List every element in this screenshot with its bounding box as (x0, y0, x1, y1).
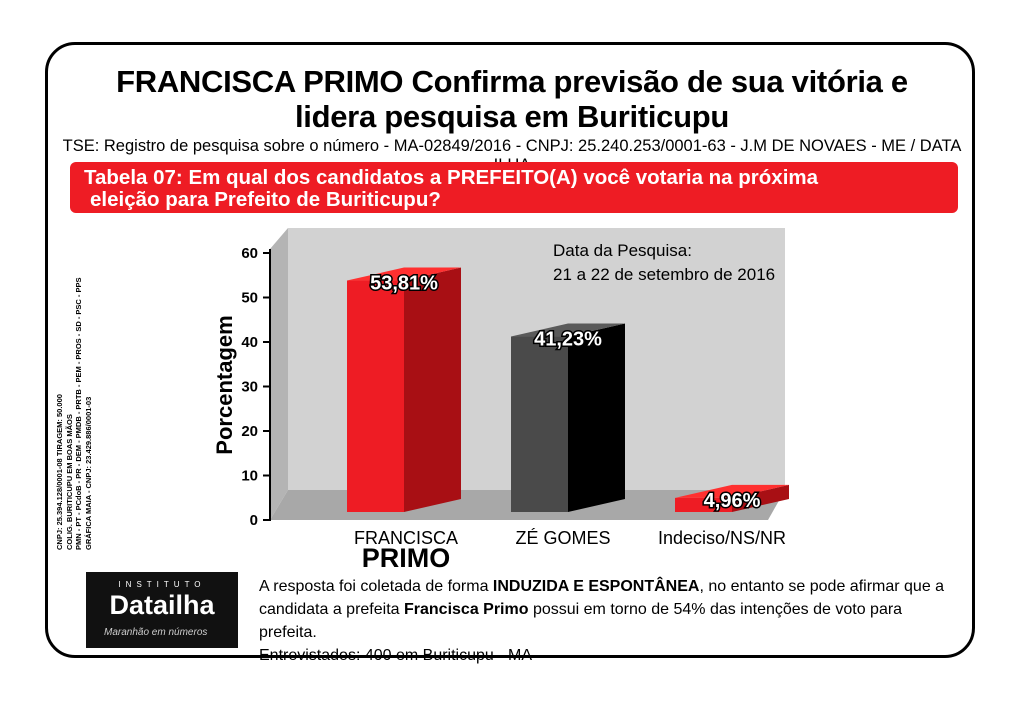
x-category-label: FRANCISCA (354, 528, 458, 548)
survey-date-value: 21 a 22 de setembro de 2016 (553, 265, 775, 284)
footer-line-1: A resposta foi coletada de forma INDUZID… (259, 578, 945, 595)
x-category-label: Indeciso/NS/NR (658, 528, 786, 548)
bar-data-label: 4,96% (704, 490, 761, 512)
headline-line-2: lidera pesquisa em Buriticupu (294, 99, 730, 134)
x-category-label: ZÉ GOMES (515, 528, 610, 548)
y-tick-label: 50 (241, 290, 258, 307)
question-line-2: eleição para Prefeito de Buriticupu? (90, 188, 441, 211)
bar-side-face (404, 267, 461, 512)
logo-tagline-text: Maranhão em números (104, 627, 208, 638)
question-banner: Tabela 07: Em qual dos candidatos a PREF… (70, 162, 958, 213)
y-tick-label: 40 (241, 334, 258, 351)
bar-top-face (675, 484, 789, 498)
y-tick-label: 20 (241, 423, 258, 440)
y-tick-label: 30 (241, 379, 258, 396)
bar-side-face (568, 323, 625, 512)
y-tick-label: 0 (250, 512, 258, 529)
footer-line-3: Entrevistados: 400 em Buriticupu - MA (259, 647, 533, 664)
x-category-label: PRIMO (362, 543, 451, 573)
bar-3: 4,96% (675, 484, 789, 513)
footer-note: A resposta foi coletada de forma INDUZID… (259, 575, 959, 667)
logo-name-text: Datailha (109, 590, 215, 620)
question-line-1: Tabela 07: Em qual dos candidatos a PREF… (84, 166, 819, 189)
bar-data-label: 41,23% (534, 329, 602, 351)
bar-1: 53,81% (347, 267, 461, 512)
headline-line-1: FRANCISCA PRIMO Confirma previsão de sua… (116, 64, 908, 99)
bar-data-label: 53,81% (370, 273, 438, 295)
chart-side-wall (270, 228, 288, 520)
bar-2: 41,23% (511, 323, 625, 512)
y-tick-label: 10 (241, 468, 258, 485)
bar-top-face (347, 267, 461, 281)
footer-line-2: candidata a prefeita Francisca Primo pos… (259, 601, 903, 641)
survey-date-label: Data da Pesquisa: (553, 241, 692, 260)
bar-front-face (347, 280, 404, 512)
y-tick-label: 60 (241, 245, 258, 262)
bar-side-face (732, 484, 789, 512)
bar-front-face (675, 497, 732, 512)
datailha-logo: INSTITUTO Datailha Maranhão em números (86, 572, 238, 648)
bar-front-face (511, 336, 568, 512)
bar-top-face (511, 323, 625, 337)
y-axis-label: Porcentagem (212, 315, 237, 454)
logo-institute-text: INSTITUTO (118, 580, 206, 589)
